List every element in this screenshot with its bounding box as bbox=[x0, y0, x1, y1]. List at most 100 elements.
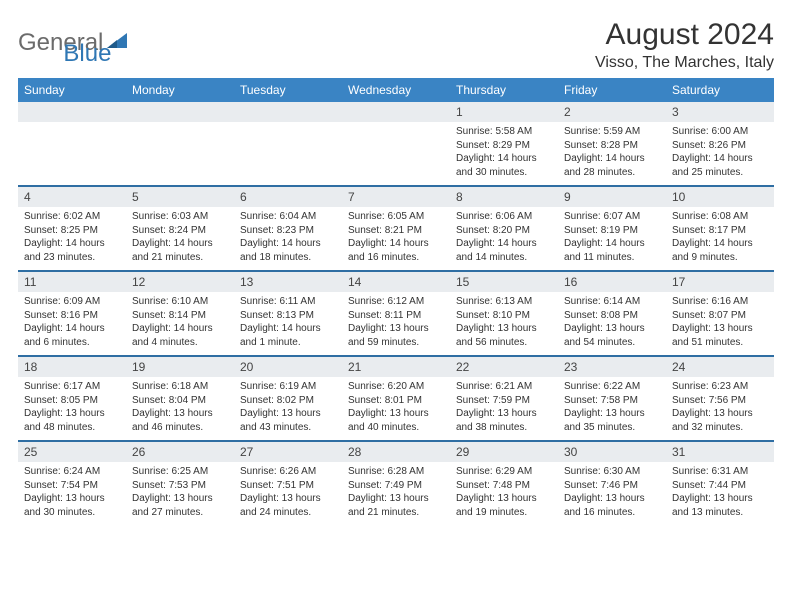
day-detail-cell: Sunrise: 6:29 AMSunset: 7:48 PMDaylight:… bbox=[450, 462, 558, 525]
day-detail-cell: Sunrise: 6:20 AMSunset: 8:01 PMDaylight:… bbox=[342, 377, 450, 441]
week-detail-row: Sunrise: 5:58 AMSunset: 8:29 PMDaylight:… bbox=[18, 122, 774, 186]
brand-logo: General Blue bbox=[18, 18, 111, 68]
day-number-cell: 21 bbox=[342, 356, 450, 377]
sunset-text: Sunset: 7:56 PM bbox=[672, 394, 768, 408]
day-detail-cell: Sunrise: 6:16 AMSunset: 8:07 PMDaylight:… bbox=[666, 292, 774, 356]
sunset-text: Sunset: 8:16 PM bbox=[24, 309, 120, 323]
dayhead-sat: Saturday bbox=[666, 78, 774, 102]
day-detail-cell: Sunrise: 6:18 AMSunset: 8:04 PMDaylight:… bbox=[126, 377, 234, 441]
sunset-text: Sunset: 7:46 PM bbox=[564, 479, 660, 493]
sunset-text: Sunset: 8:25 PM bbox=[24, 224, 120, 238]
day-number-cell: 4 bbox=[18, 186, 126, 207]
daylight-text: Daylight: 14 hours and 9 minutes. bbox=[672, 237, 768, 264]
day-detail-cell: Sunrise: 6:28 AMSunset: 7:49 PMDaylight:… bbox=[342, 462, 450, 525]
week-num-row: 11121314151617 bbox=[18, 271, 774, 292]
sunset-text: Sunset: 8:21 PM bbox=[348, 224, 444, 238]
calendar-body: 12 3Sunrise: 5:58 AMSunset: 8:29 PMDaylig… bbox=[18, 102, 774, 525]
sunset-text: Sunset: 7:44 PM bbox=[672, 479, 768, 493]
daylight-text: Daylight: 13 hours and 51 minutes. bbox=[672, 322, 768, 349]
day-detail-cell: Sunrise: 6:03 AMSunset: 8:24 PMDaylight:… bbox=[126, 207, 234, 271]
sunrise-text: Sunrise: 6:02 AM bbox=[24, 210, 120, 224]
day-detail-cell: Sunrise: 6:05 AMSunset: 8:21 PMDaylight:… bbox=[342, 207, 450, 271]
day-header-row: Sunday Monday Tuesday Wednesday Thursday… bbox=[18, 78, 774, 102]
daylight-text: Daylight: 13 hours and 38 minutes. bbox=[456, 407, 552, 434]
day-detail-cell: Sunrise: 6:11 AMSunset: 8:13 PMDaylight:… bbox=[234, 292, 342, 356]
day-detail-cell: Sunrise: 6:14 AMSunset: 8:08 PMDaylight:… bbox=[558, 292, 666, 356]
daylight-text: Daylight: 13 hours and 13 minutes. bbox=[672, 492, 768, 519]
sunrise-text: Sunrise: 6:25 AM bbox=[132, 465, 228, 479]
daylight-text: Daylight: 14 hours and 23 minutes. bbox=[24, 237, 120, 264]
day-detail-cell bbox=[234, 122, 342, 186]
day-number-cell: 20 bbox=[234, 356, 342, 377]
sunset-text: Sunset: 8:26 PM bbox=[672, 139, 768, 153]
page-header: General Blue August 2024 Visso, The Marc… bbox=[18, 18, 774, 72]
sunset-text: Sunset: 7:59 PM bbox=[456, 394, 552, 408]
sunrise-text: Sunrise: 6:07 AM bbox=[564, 210, 660, 224]
day-number-cell bbox=[234, 102, 342, 122]
sunrise-text: Sunrise: 6:16 AM bbox=[672, 295, 768, 309]
day-detail-cell: Sunrise: 6:22 AMSunset: 7:58 PMDaylight:… bbox=[558, 377, 666, 441]
dayhead-mon: Monday bbox=[126, 78, 234, 102]
sunrise-text: Sunrise: 6:08 AM bbox=[672, 210, 768, 224]
day-detail-cell: Sunrise: 6:08 AMSunset: 8:17 PMDaylight:… bbox=[666, 207, 774, 271]
sunset-text: Sunset: 8:05 PM bbox=[24, 394, 120, 408]
day-detail-cell bbox=[18, 122, 126, 186]
sunset-text: Sunset: 8:17 PM bbox=[672, 224, 768, 238]
day-number-cell: 16 bbox=[558, 271, 666, 292]
day-detail-cell: Sunrise: 6:09 AMSunset: 8:16 PMDaylight:… bbox=[18, 292, 126, 356]
day-number-cell: 11 bbox=[18, 271, 126, 292]
day-number-cell: 24 bbox=[666, 356, 774, 377]
daylight-text: Daylight: 13 hours and 21 minutes. bbox=[348, 492, 444, 519]
day-number-cell: 3 bbox=[666, 102, 774, 122]
day-detail-cell: Sunrise: 6:26 AMSunset: 7:51 PMDaylight:… bbox=[234, 462, 342, 525]
sunrise-text: Sunrise: 6:17 AM bbox=[24, 380, 120, 394]
day-detail-cell: Sunrise: 6:12 AMSunset: 8:11 PMDaylight:… bbox=[342, 292, 450, 356]
daylight-text: Daylight: 13 hours and 24 minutes. bbox=[240, 492, 336, 519]
day-number-cell: 1 bbox=[450, 102, 558, 122]
dayhead-sun: Sunday bbox=[18, 78, 126, 102]
day-number-cell: 26 bbox=[126, 441, 234, 462]
daylight-text: Daylight: 13 hours and 59 minutes. bbox=[348, 322, 444, 349]
sunrise-text: Sunrise: 6:10 AM bbox=[132, 295, 228, 309]
day-number-cell: 12 bbox=[126, 271, 234, 292]
day-number-cell: 7 bbox=[342, 186, 450, 207]
day-number-cell: 22 bbox=[450, 356, 558, 377]
sunset-text: Sunset: 8:14 PM bbox=[132, 309, 228, 323]
day-number-cell: 25 bbox=[18, 441, 126, 462]
daylight-text: Daylight: 13 hours and 35 minutes. bbox=[564, 407, 660, 434]
sunrise-text: Sunrise: 6:06 AM bbox=[456, 210, 552, 224]
day-detail-cell: Sunrise: 6:13 AMSunset: 8:10 PMDaylight:… bbox=[450, 292, 558, 356]
sunrise-text: Sunrise: 6:09 AM bbox=[24, 295, 120, 309]
sunrise-text: Sunrise: 6:26 AM bbox=[240, 465, 336, 479]
sunset-text: Sunset: 8:10 PM bbox=[456, 309, 552, 323]
day-detail-cell: Sunrise: 6:23 AMSunset: 7:56 PMDaylight:… bbox=[666, 377, 774, 441]
day-detail-cell: Sunrise: 6:31 AMSunset: 7:44 PMDaylight:… bbox=[666, 462, 774, 525]
daylight-text: Daylight: 14 hours and 11 minutes. bbox=[564, 237, 660, 264]
sunset-text: Sunset: 7:48 PM bbox=[456, 479, 552, 493]
daylight-text: Daylight: 13 hours and 16 minutes. bbox=[564, 492, 660, 519]
day-detail-cell: Sunrise: 6:06 AMSunset: 8:20 PMDaylight:… bbox=[450, 207, 558, 271]
daylight-text: Daylight: 13 hours and 30 minutes. bbox=[24, 492, 120, 519]
daylight-text: Daylight: 14 hours and 16 minutes. bbox=[348, 237, 444, 264]
sunrise-text: Sunrise: 6:11 AM bbox=[240, 295, 336, 309]
sunrise-text: Sunrise: 6:23 AM bbox=[672, 380, 768, 394]
daylight-text: Daylight: 14 hours and 25 minutes. bbox=[672, 152, 768, 179]
day-number-cell bbox=[18, 102, 126, 122]
location-subtitle: Visso, The Marches, Italy bbox=[595, 54, 774, 72]
daylight-text: Daylight: 13 hours and 48 minutes. bbox=[24, 407, 120, 434]
sunrise-text: Sunrise: 6:18 AM bbox=[132, 380, 228, 394]
day-detail-cell: Sunrise: 6:25 AMSunset: 7:53 PMDaylight:… bbox=[126, 462, 234, 525]
day-number-cell: 29 bbox=[450, 441, 558, 462]
sunset-text: Sunset: 8:28 PM bbox=[564, 139, 660, 153]
daylight-text: Daylight: 14 hours and 21 minutes. bbox=[132, 237, 228, 264]
sunrise-text: Sunrise: 6:05 AM bbox=[348, 210, 444, 224]
day-detail-cell: Sunrise: 6:21 AMSunset: 7:59 PMDaylight:… bbox=[450, 377, 558, 441]
day-number-cell: 19 bbox=[126, 356, 234, 377]
day-number-cell bbox=[126, 102, 234, 122]
day-detail-cell bbox=[126, 122, 234, 186]
sunrise-text: Sunrise: 6:04 AM bbox=[240, 210, 336, 224]
daylight-text: Daylight: 14 hours and 30 minutes. bbox=[456, 152, 552, 179]
brand-word2: Blue bbox=[63, 40, 111, 68]
sunset-text: Sunset: 8:04 PM bbox=[132, 394, 228, 408]
week-num-row: 45678910 bbox=[18, 186, 774, 207]
